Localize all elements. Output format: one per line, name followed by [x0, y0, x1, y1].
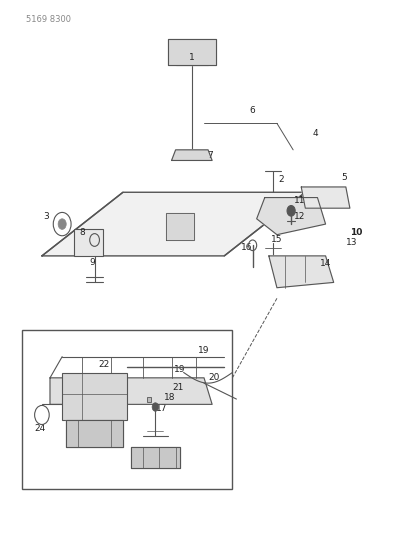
Polygon shape	[131, 447, 180, 468]
Polygon shape	[42, 192, 305, 256]
Text: 19: 19	[154, 458, 165, 467]
Text: 8: 8	[80, 228, 85, 237]
Text: 13: 13	[346, 238, 358, 247]
Polygon shape	[257, 198, 326, 235]
Text: 5: 5	[341, 173, 347, 182]
Polygon shape	[168, 38, 216, 65]
Text: 19: 19	[174, 366, 186, 374]
FancyBboxPatch shape	[62, 373, 127, 420]
Text: 14: 14	[320, 260, 331, 268]
Text: 20: 20	[208, 373, 220, 382]
Text: 15: 15	[271, 236, 283, 245]
Text: 10: 10	[350, 228, 362, 237]
FancyBboxPatch shape	[74, 229, 103, 256]
Text: 21: 21	[172, 383, 183, 392]
Text: 18: 18	[164, 393, 175, 402]
Text: 4: 4	[313, 130, 318, 139]
Circle shape	[58, 219, 66, 229]
Polygon shape	[50, 378, 212, 405]
Text: 24: 24	[34, 424, 46, 433]
Text: 6: 6	[250, 106, 255, 115]
Text: 16: 16	[241, 244, 252, 253]
Polygon shape	[301, 187, 350, 208]
Text: 1: 1	[189, 53, 195, 62]
Text: 17: 17	[156, 404, 167, 413]
Text: 19: 19	[198, 346, 210, 355]
Text: 11: 11	[293, 196, 305, 205]
Polygon shape	[172, 150, 212, 160]
Polygon shape	[269, 256, 334, 288]
Text: 5169 8300: 5169 8300	[26, 15, 71, 25]
Polygon shape	[66, 420, 123, 447]
Circle shape	[152, 403, 159, 411]
Text: 22: 22	[98, 360, 109, 369]
FancyBboxPatch shape	[147, 397, 151, 402]
Text: 3: 3	[43, 212, 49, 221]
FancyBboxPatch shape	[22, 330, 233, 489]
Text: 7: 7	[207, 151, 213, 160]
Polygon shape	[166, 214, 194, 240]
Circle shape	[287, 206, 295, 216]
Text: 9: 9	[90, 258, 95, 266]
Text: 12: 12	[293, 212, 305, 221]
Text: 23: 23	[91, 426, 102, 435]
Text: 2: 2	[278, 174, 284, 183]
